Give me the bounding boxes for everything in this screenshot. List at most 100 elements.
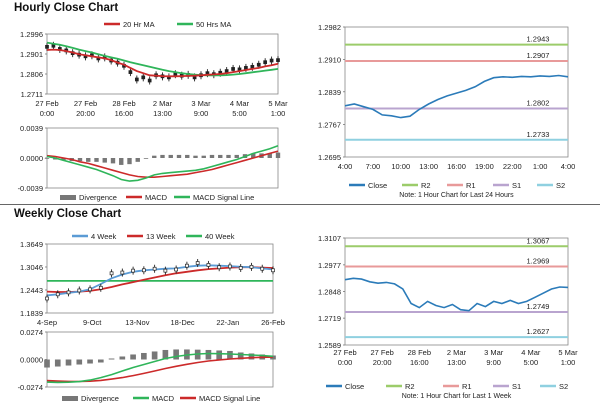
- weekly-price-bar-body: [238, 266, 243, 270]
- hourly-divergence-bar: [77, 158, 83, 162]
- weekly-price-bar-body: [195, 261, 200, 265]
- hourly-pivot-ytick: 1.2767: [318, 120, 341, 129]
- hourly-price-bar-body: [263, 60, 268, 65]
- hourly-divergence-bar: [193, 155, 198, 158]
- weekly-pivot-xtick: 3 Mar: [484, 348, 504, 357]
- hourly-price-frame: [46, 33, 279, 95]
- weekly-divergence-bar: [76, 359, 83, 365]
- weekly-divergence-bar: [44, 359, 50, 368]
- weekly-pivot-xtick: 0:00: [338, 358, 353, 367]
- hourly-price-bar-body: [276, 58, 280, 62]
- weekly-pivot-xtick: 20:00: [373, 358, 392, 367]
- hourly-divergence-bar: [234, 154, 239, 158]
- weekly-pivot-xtick: 28 Feb: [408, 348, 431, 357]
- weekly-divergence-bar: [87, 359, 93, 364]
- hourly-divergence-bar: [152, 155, 157, 158]
- weekly-pivot-legend-s2-label: S2: [559, 382, 568, 391]
- weekly-divergence-bar: [248, 353, 255, 360]
- weekly-pivot-level-label-s2: 1.2627: [527, 327, 550, 336]
- hourly-legend-divergence-swatch: [60, 195, 76, 200]
- weekly-price-frame: [46, 243, 274, 314]
- weekly-divergence-bar: [151, 351, 158, 360]
- weekly-pivot-xtick: 1:00: [561, 358, 576, 367]
- hourly-price-xtick: 3 Mar: [191, 99, 211, 108]
- weekly-divergence-bar: [119, 356, 126, 360]
- hourly-pivot-xtick: 4:00: [561, 162, 576, 171]
- hourly-price-bar-body: [45, 44, 49, 49]
- weekly-legend-macd-label: MACD: [152, 394, 175, 403]
- hourly-legend-divergence-label: Divergence: [79, 193, 117, 202]
- hourly-divergence-bar: [143, 158, 149, 159]
- weekly-price-bar-body: [228, 264, 232, 269]
- weekly-price-bar-body: [142, 268, 146, 273]
- weekly-divergence-bar: [162, 349, 169, 360]
- hourly-divergence-bar: [86, 158, 91, 162]
- hourly-price-xtick: 5:00: [232, 109, 247, 118]
- hourly-price-bar-body: [141, 75, 146, 80]
- weekly-legend-divergence-swatch: [62, 396, 78, 401]
- hourly-divergence-bar: [168, 154, 173, 158]
- weekly-price-ytick: 1.3649: [20, 240, 43, 249]
- hourly-pivot-legend-close-label: Close: [368, 181, 387, 190]
- weekly-pivot-legend-r2-label: R2: [405, 382, 415, 391]
- weekly-price-bar-body: [260, 266, 265, 271]
- hourly-pivot-ytick: 1.2910: [318, 56, 341, 65]
- weekly-pivot-legend-r1-label: R1: [462, 382, 472, 391]
- hourly-divergence-bar: [135, 158, 140, 162]
- hourly-pivot-ytick: 1.2982: [318, 23, 341, 32]
- hourly-pivot-xtick: 4:00: [338, 162, 353, 171]
- weekly-pivot-xtick: 5 Mar: [558, 348, 578, 357]
- weekly-legend-4week-label: 4 Week: [91, 232, 117, 241]
- hourly-pivot-level-label-r1: 1.2907: [527, 51, 550, 60]
- hourly-price-ytick: 1.2901: [20, 50, 43, 59]
- weekly-price-xtick: 22-Jan: [216, 318, 239, 327]
- section-divider: [0, 204, 600, 205]
- hourly-pivot-xtick: 19:00: [475, 162, 494, 171]
- weekly-macd-ytick: -0.0274: [18, 383, 43, 392]
- weekly-divergence-bar: [54, 359, 61, 367]
- weekly-pivot-xtick: 9:00: [486, 358, 501, 367]
- weekly-price-bar-body: [55, 292, 60, 297]
- weekly-price-bar-body: [120, 270, 125, 275]
- hourly-price-xtick: 20:00: [76, 109, 95, 118]
- weekly-legend-13week-label: 13 Week: [146, 232, 176, 241]
- weekly-pivot-xtick: 5:00: [524, 358, 539, 367]
- weekly-price-bar-body: [163, 268, 168, 273]
- hourly-price-xtick: 27 Feb: [35, 99, 58, 108]
- weekly-price-ytick: 1.3046: [20, 263, 43, 272]
- hourly-price-xtick: 16:00: [115, 109, 134, 118]
- hourly-pivot-legend-r1-label: R1: [466, 181, 476, 190]
- weekly-pivot-level-label-r2: 1.3067: [527, 236, 550, 245]
- hourly-macd-ytick: 0.0039: [20, 124, 43, 133]
- hourly-ma20-line: [46, 48, 279, 78]
- weekly-price-bar-body: [206, 263, 211, 267]
- hourly-divergence-bar: [218, 154, 223, 158]
- hourly-divergence-bar: [94, 158, 99, 162]
- weekly-price-bar-body: [249, 264, 254, 269]
- hourly-price-xtick: 2 Mar: [153, 99, 173, 108]
- weekly-price-bar-body: [152, 266, 157, 271]
- hourly-divergence-bar: [119, 158, 124, 165]
- hourly-divergence-bar: [102, 158, 107, 163]
- weekly-price-bar-body: [131, 268, 135, 273]
- hourly-pivot-xtick: 10:00: [391, 162, 410, 171]
- weekly-divergence-bar: [173, 349, 179, 360]
- weekly-legend-40week-label: 40 Week: [205, 232, 235, 241]
- hourly-signal-line: [46, 150, 279, 178]
- hourly-pivot-level-label-s1: 1.2802: [527, 99, 550, 108]
- weekly-price-bar-body: [45, 296, 49, 301]
- weekly-macd-ytick: 0.0274: [20, 328, 43, 337]
- hourly-divergence-bar: [209, 154, 215, 158]
- weekly-price-bar-body: [109, 271, 114, 276]
- hourly-pivot-xtick: 22:00: [503, 162, 522, 171]
- weekly-price-xtick: 4-Sep: [37, 318, 57, 327]
- hourly-price-bar-body: [128, 70, 133, 74]
- weekly-pivot-ytick: 1.3107: [318, 234, 341, 243]
- hourly-divergence-bar: [267, 153, 272, 158]
- hourly-price-bar-body: [224, 69, 229, 73]
- weekly-pivot-level-label-r1: 1.2969: [527, 257, 550, 266]
- hourly-pivot-level-label-s2: 1.2733: [527, 130, 550, 139]
- hourly-price-bar-body: [147, 78, 152, 83]
- weekly-price-bar-body: [98, 285, 103, 290]
- hourly-macd-ytick: -0.0039: [18, 184, 43, 193]
